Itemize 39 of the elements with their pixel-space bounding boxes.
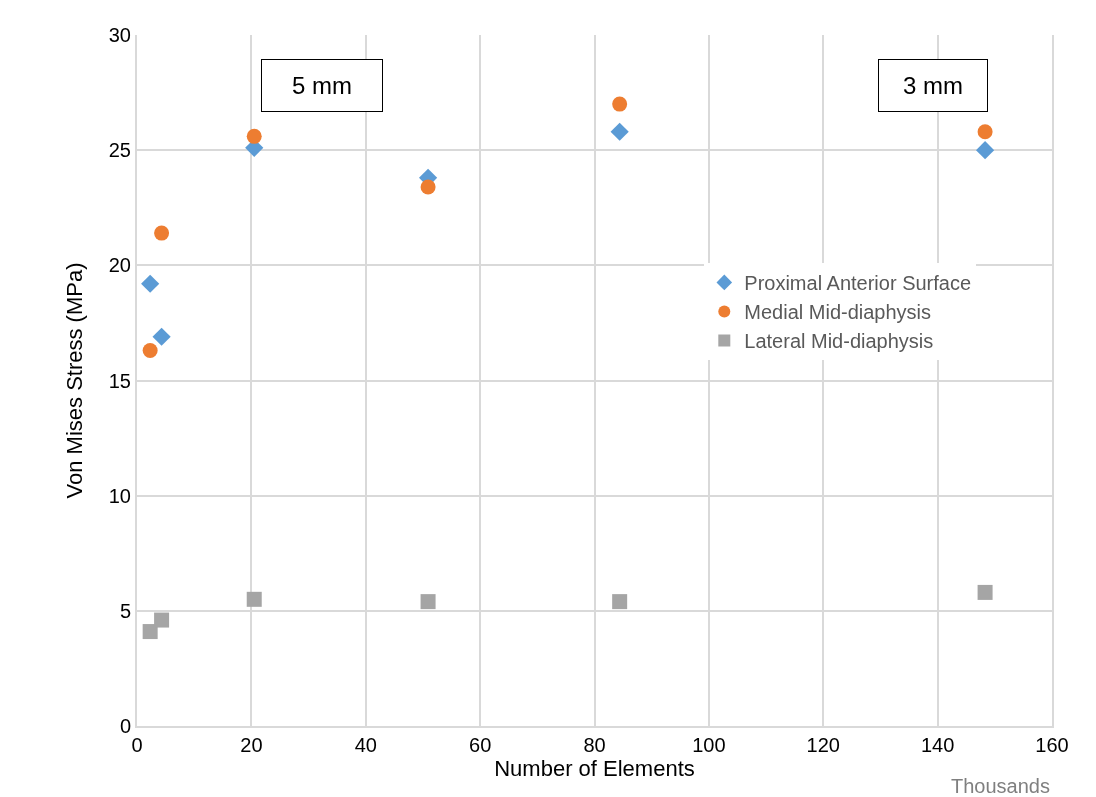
- point: [610, 122, 629, 141]
- y-tick-label: 20: [108, 254, 131, 277]
- y-tick-label: 30: [108, 24, 131, 46]
- point: [154, 225, 170, 241]
- x-tick-label: 40: [354, 734, 377, 756]
- x-tick-label: 140: [920, 734, 955, 756]
- legend-label: Medial Mid-diaphysis: [744, 301, 932, 324]
- x-axis-title: Number of Elements: [494, 756, 695, 782]
- x-tick-label: 60: [469, 734, 492, 756]
- point: [977, 124, 993, 140]
- y-tick-label: 25: [108, 139, 131, 162]
- point: [975, 141, 995, 160]
- y-tick-label: 0: [119, 715, 131, 737]
- x-tick-label: 100: [692, 734, 726, 756]
- text: Thousands: [951, 775, 1050, 797]
- x-tick-label: 160: [1035, 734, 1069, 756]
- x-tick-label: 120: [806, 734, 840, 756]
- annotation: 5 mm: [292, 72, 352, 99]
- point: [142, 343, 158, 359]
- point: [420, 594, 436, 610]
- y-tick-label: 5: [119, 599, 131, 622]
- y-tick-label: 15: [108, 369, 131, 392]
- point: [977, 584, 993, 600]
- point: [246, 591, 262, 607]
- x-tick-label: 80: [583, 734, 606, 756]
- point: [152, 327, 171, 346]
- y-tick-label: 10: [108, 484, 131, 507]
- x-tick-label: 20: [240, 734, 263, 756]
- point: [154, 612, 170, 628]
- legend-label: Lateral Mid-diaphysis: [744, 330, 934, 353]
- point: [141, 274, 160, 293]
- point: [612, 594, 628, 610]
- point: [420, 179, 436, 195]
- y-axis-title: Von Mises Stress (MPa): [62, 262, 87, 499]
- point: [142, 624, 158, 640]
- point: [246, 128, 262, 144]
- legend-label: Proximal Anterior Surface: [744, 272, 972, 295]
- annotation: 3 mm: [903, 72, 963, 99]
- point: [612, 96, 628, 112]
